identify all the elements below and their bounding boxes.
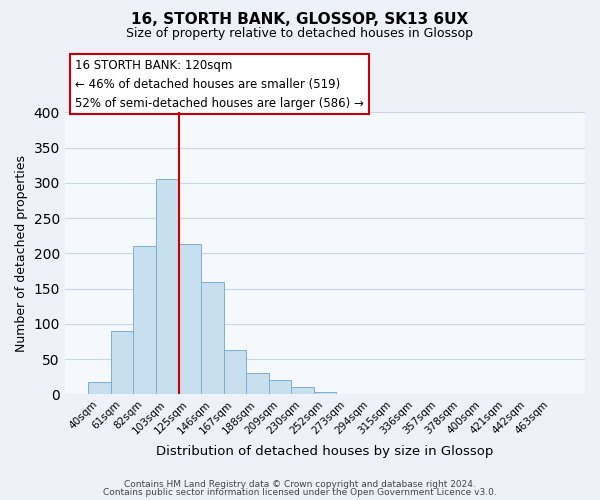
Bar [179, 244, 201, 394]
Bar [111, 331, 133, 394]
X-axis label: Distribution of detached houses by size in Glossop: Distribution of detached houses by size … [156, 444, 494, 458]
Text: Contains HM Land Registry data © Crown copyright and database right 2024.: Contains HM Land Registry data © Crown c… [124, 480, 476, 489]
Text: Contains public sector information licensed under the Open Government Licence v3: Contains public sector information licen… [103, 488, 497, 497]
Bar [314, 392, 336, 394]
Text: Size of property relative to detached houses in Glossop: Size of property relative to detached ho… [127, 28, 473, 40]
Bar [88, 382, 111, 394]
Bar [133, 246, 156, 394]
Y-axis label: Number of detached properties: Number of detached properties [15, 155, 28, 352]
Bar [201, 282, 224, 395]
Bar [156, 180, 179, 394]
Bar [291, 388, 314, 394]
Text: 16, STORTH BANK, GLOSSOP, SK13 6UX: 16, STORTH BANK, GLOSSOP, SK13 6UX [131, 12, 469, 28]
Text: 16 STORTH BANK: 120sqm
← 46% of detached houses are smaller (519)
52% of semi-de: 16 STORTH BANK: 120sqm ← 46% of detached… [75, 58, 364, 110]
Bar [269, 380, 291, 394]
Bar [224, 350, 246, 395]
Bar [246, 372, 269, 394]
